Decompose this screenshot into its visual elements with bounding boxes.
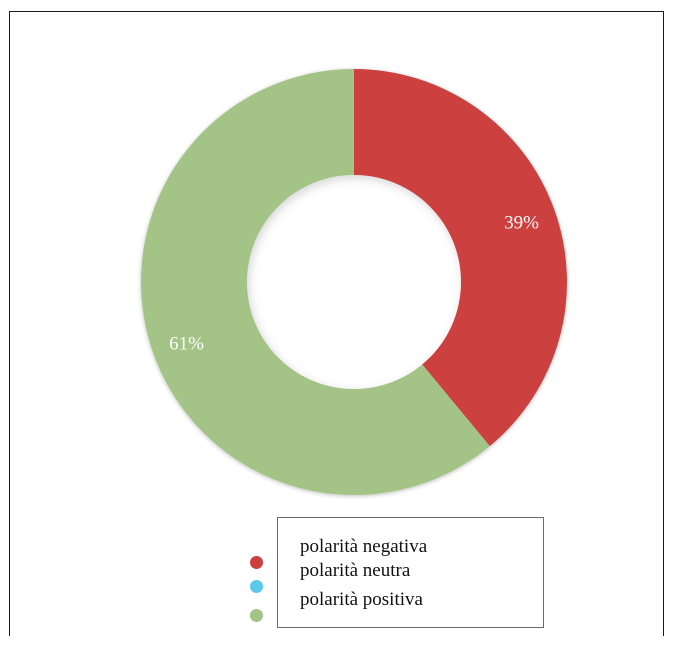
donut-hole: [247, 175, 461, 389]
data-label-polarità-negativa: 39%: [504, 213, 539, 234]
legend-label-polarità-negativa: polarità negativa: [300, 536, 428, 557]
legend-label-polarità-neutra: polarità neutra: [300, 560, 411, 581]
chart-frame: [9, 11, 664, 636]
legend-marker-polarità-positiva: [250, 609, 263, 622]
legend: [277, 517, 544, 628]
legend-label-polarità-positiva: polarità positiva: [300, 589, 423, 610]
legend-marker-polarità-negativa: [250, 556, 263, 569]
slice-polarità-negativa: [354, 69, 568, 447]
legend-marker-polarità-neutra: [250, 580, 263, 593]
data-label-polarità-positiva: 61%: [169, 333, 204, 354]
